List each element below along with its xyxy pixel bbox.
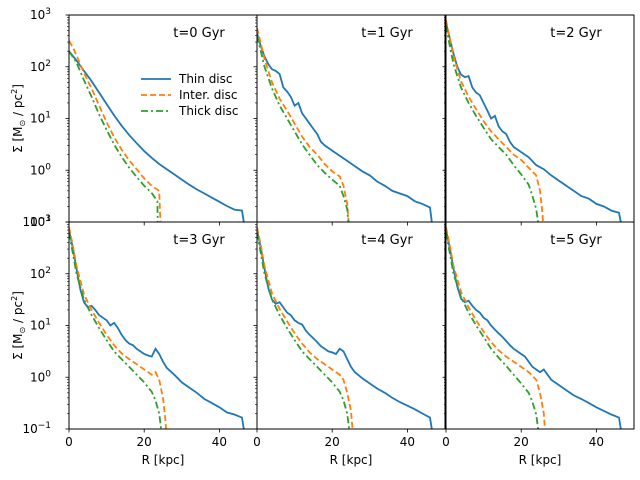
y-tick-exponent: −1 xyxy=(38,421,51,431)
panel-4: 0 20 40 t=4 Gyr R [kpc] xyxy=(253,221,446,467)
y-axis-label: Σ [M⊙ / pc2] xyxy=(10,291,27,360)
y-tick-label: 100 xyxy=(30,369,51,384)
panel-label: t=1 Gyr xyxy=(361,26,413,41)
panel-5: 0 20 40 t=5 Gyr R [kpc] xyxy=(442,221,635,467)
y-axis-label-part: Σ [M xyxy=(11,333,25,359)
x-tick-label: 20 xyxy=(514,435,529,449)
x-tick-label: 40 xyxy=(589,435,604,449)
y-tick-label: 103 xyxy=(30,214,51,229)
panel-frame xyxy=(256,221,446,430)
y-axis-label-part: ] xyxy=(11,84,25,89)
x-tick-label: 0 xyxy=(253,435,261,449)
y-axis-label-part: ⊙ xyxy=(18,120,27,127)
y-tick-label: 103 xyxy=(30,7,51,22)
series-line-thick xyxy=(446,25,539,222)
panel-frame xyxy=(256,14,446,223)
panel-frame xyxy=(68,14,258,223)
y-tick-label: 101 xyxy=(30,111,51,126)
panel-label: t=3 Gyr xyxy=(173,233,225,248)
y-tick-exponent: 1 xyxy=(45,111,51,121)
legend-label-thick: Thick disc xyxy=(178,104,238,118)
series-line-thick xyxy=(69,232,162,429)
x-tick-label: 40 xyxy=(400,435,415,449)
y-tick-exponent: 2 xyxy=(45,266,51,276)
panel-2: t=2 Gyr xyxy=(442,14,635,226)
panel-label: t=4 Gyr xyxy=(361,233,413,248)
panel-frame xyxy=(445,221,635,430)
panel-label: t=5 Gyr xyxy=(550,233,602,248)
y-tick-label: 102 xyxy=(30,266,51,281)
y-tick-exponent: 1 xyxy=(45,318,51,328)
panel-label: t=2 Gyr xyxy=(550,26,602,41)
x-axis-label: R [kpc] xyxy=(330,453,373,467)
series-line-thick xyxy=(69,50,159,222)
y-tick-label: 101 xyxy=(30,318,51,333)
x-tick-label: 20 xyxy=(325,435,340,449)
series-line-inter xyxy=(446,20,544,222)
series-line-thin xyxy=(69,229,245,429)
legend: Thin disc Inter. disc Thick disc xyxy=(141,72,238,118)
y-axis-label-part: / pc xyxy=(11,301,25,327)
series-line-inter xyxy=(69,227,167,429)
series-line-thick xyxy=(446,232,539,429)
y-axis-label-part: Σ [M xyxy=(11,126,25,152)
series-line-thin xyxy=(69,50,245,222)
y-axis-label: Σ [M⊙ / pc2] xyxy=(10,84,27,153)
panel-label: t=0 Gyr xyxy=(173,26,225,41)
series-line-inter xyxy=(446,227,546,429)
y-tick-exponent: 0 xyxy=(45,369,51,379)
y-tick-exponent: 2 xyxy=(45,59,51,69)
y-tick-exponent: −1 xyxy=(38,214,51,224)
series-line-thin xyxy=(446,229,622,429)
series-line-thick xyxy=(257,35,350,222)
series-line-inter xyxy=(257,27,350,222)
legend-label-inter: Inter. disc xyxy=(179,88,238,102)
y-axis-label-part: ⊙ xyxy=(18,327,27,334)
y-tick-label: 10−1 xyxy=(22,421,51,436)
x-tick-label: 40 xyxy=(212,435,227,449)
y-tick-exponent: 0 xyxy=(45,162,51,172)
panel-1: t=1 Gyr xyxy=(253,14,446,226)
x-tick-label: 0 xyxy=(442,435,450,449)
y-tick-exponent: 3 xyxy=(45,7,51,17)
legend-label-thin: Thin disc xyxy=(178,72,233,86)
series-line-inter xyxy=(257,227,354,429)
y-axis-label-part: 2 xyxy=(10,296,19,301)
y-axis-label-part: 2 xyxy=(10,89,19,94)
y-axis-label-part: / pc xyxy=(11,94,25,120)
series-line-thin xyxy=(446,22,622,222)
x-axis-label: R [kpc] xyxy=(519,453,562,467)
series-line-thick xyxy=(257,232,350,429)
series-line-inter xyxy=(69,40,162,222)
x-tick-label: 0 xyxy=(65,435,73,449)
y-tick-exponent: 3 xyxy=(45,214,51,224)
y-tick-label: 100 xyxy=(30,162,51,177)
series-line-thin xyxy=(257,229,433,429)
x-tick-label: 20 xyxy=(137,435,152,449)
series-line-thin xyxy=(257,32,433,222)
y-axis-label-part: ] xyxy=(11,291,25,296)
y-tick-label: 102 xyxy=(30,59,51,74)
x-axis-label: R [kpc] xyxy=(142,453,185,467)
